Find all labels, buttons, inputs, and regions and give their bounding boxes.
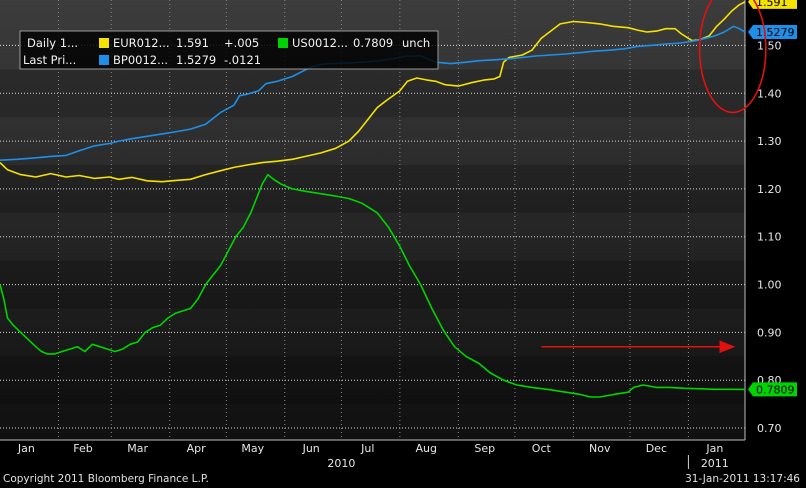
y-tick-label: 1.10 <box>757 231 782 244</box>
end-label-usd: 0.7809 <box>748 382 797 397</box>
x-axis: Jan Feb Mar Apr May Jun Jul Aug Sep Oct Nov Dec Jan 2… <box>17 442 729 470</box>
end-label-text: 0.7809 <box>756 383 795 396</box>
legend-change-gbp: -.0121 <box>224 53 261 67</box>
y-tick-label: 0.70 <box>757 422 782 435</box>
y-axis: 0.700.800.901.001.101.201.301.401.50 <box>757 39 782 435</box>
legend-name-eur: EUR012... <box>113 36 170 50</box>
legend-last-gbp: 1.5279 <box>176 53 216 67</box>
x-tick-label: Aug <box>416 442 437 455</box>
legend-name-usd: US0012... <box>292 36 348 50</box>
y-tick-label: 1.40 <box>757 87 782 100</box>
legend-name-gbp: BP0012... <box>113 53 168 67</box>
x-year-label: 2010 <box>327 457 355 470</box>
legend-last-eur: 1.591 <box>176 36 209 50</box>
series-line-usd <box>0 173 746 398</box>
legend-change-eur: +.005 <box>224 36 259 50</box>
end-label-box <box>748 25 797 40</box>
legend-row-label-0: Daily 1... <box>27 36 78 50</box>
end-label-text: 1.591 <box>756 0 788 9</box>
end-value-labels: 1.591 1.5279 0.7809 <box>748 0 797 397</box>
x-tick-label: Jan <box>17 442 35 455</box>
end-label-eur: 1.591 <box>748 0 797 9</box>
x-tick-label: Dec <box>646 442 667 455</box>
grid-lines <box>0 0 746 441</box>
annotations <box>541 0 767 354</box>
x-tick-label: Oct <box>532 442 552 455</box>
y-tick-label: 1.50 <box>757 39 782 52</box>
end-label-text: 1.5279 <box>756 26 795 39</box>
x-tick-label: Jun <box>302 442 320 455</box>
copyright-text: Copyright 2011 Bloomberg Finance L.P. <box>3 473 209 485</box>
x-tick-label: Feb <box>73 442 92 455</box>
x-tick-label: Jul <box>360 442 374 455</box>
series-line-eur <box>0 1 746 183</box>
end-label-box <box>748 382 797 397</box>
x-tick-label: Apr <box>187 442 207 455</box>
legend-swatch-eur <box>99 38 109 48</box>
legend: Daily 1... Last Pri... EUR012... 1.591 +… <box>19 30 439 70</box>
legend-swatch-usd <box>278 38 288 48</box>
legend-swatch-gbp <box>99 55 109 65</box>
plot-background <box>0 0 745 440</box>
end-label-gbp: 1.5279 <box>748 25 797 40</box>
legend-change-usd: unch <box>402 36 430 50</box>
legend-box <box>19 30 439 70</box>
x-tick-label: Jan <box>705 442 723 455</box>
y-tick-label: 1.30 <box>757 135 782 148</box>
highlight-ellipse <box>698 0 767 114</box>
x-year-label: 2011 <box>701 457 729 470</box>
y-tick-label: 1.20 <box>757 183 782 196</box>
x-tick-label: Nov <box>589 442 611 455</box>
end-label-box <box>748 0 797 9</box>
x-tick-label: Sep <box>474 442 495 455</box>
x-tick-label: May <box>241 442 264 455</box>
x-tick-label: Mar <box>127 442 148 455</box>
y-tick-label: 0.90 <box>757 326 782 339</box>
legend-row-label-1: Last Pri... <box>23 53 76 67</box>
timestamp-text: 31-Jan-2011 13:17:46 <box>685 473 800 485</box>
legend-last-usd: 0.7809 <box>353 36 393 50</box>
y-tick-label: 1.00 <box>757 279 782 292</box>
